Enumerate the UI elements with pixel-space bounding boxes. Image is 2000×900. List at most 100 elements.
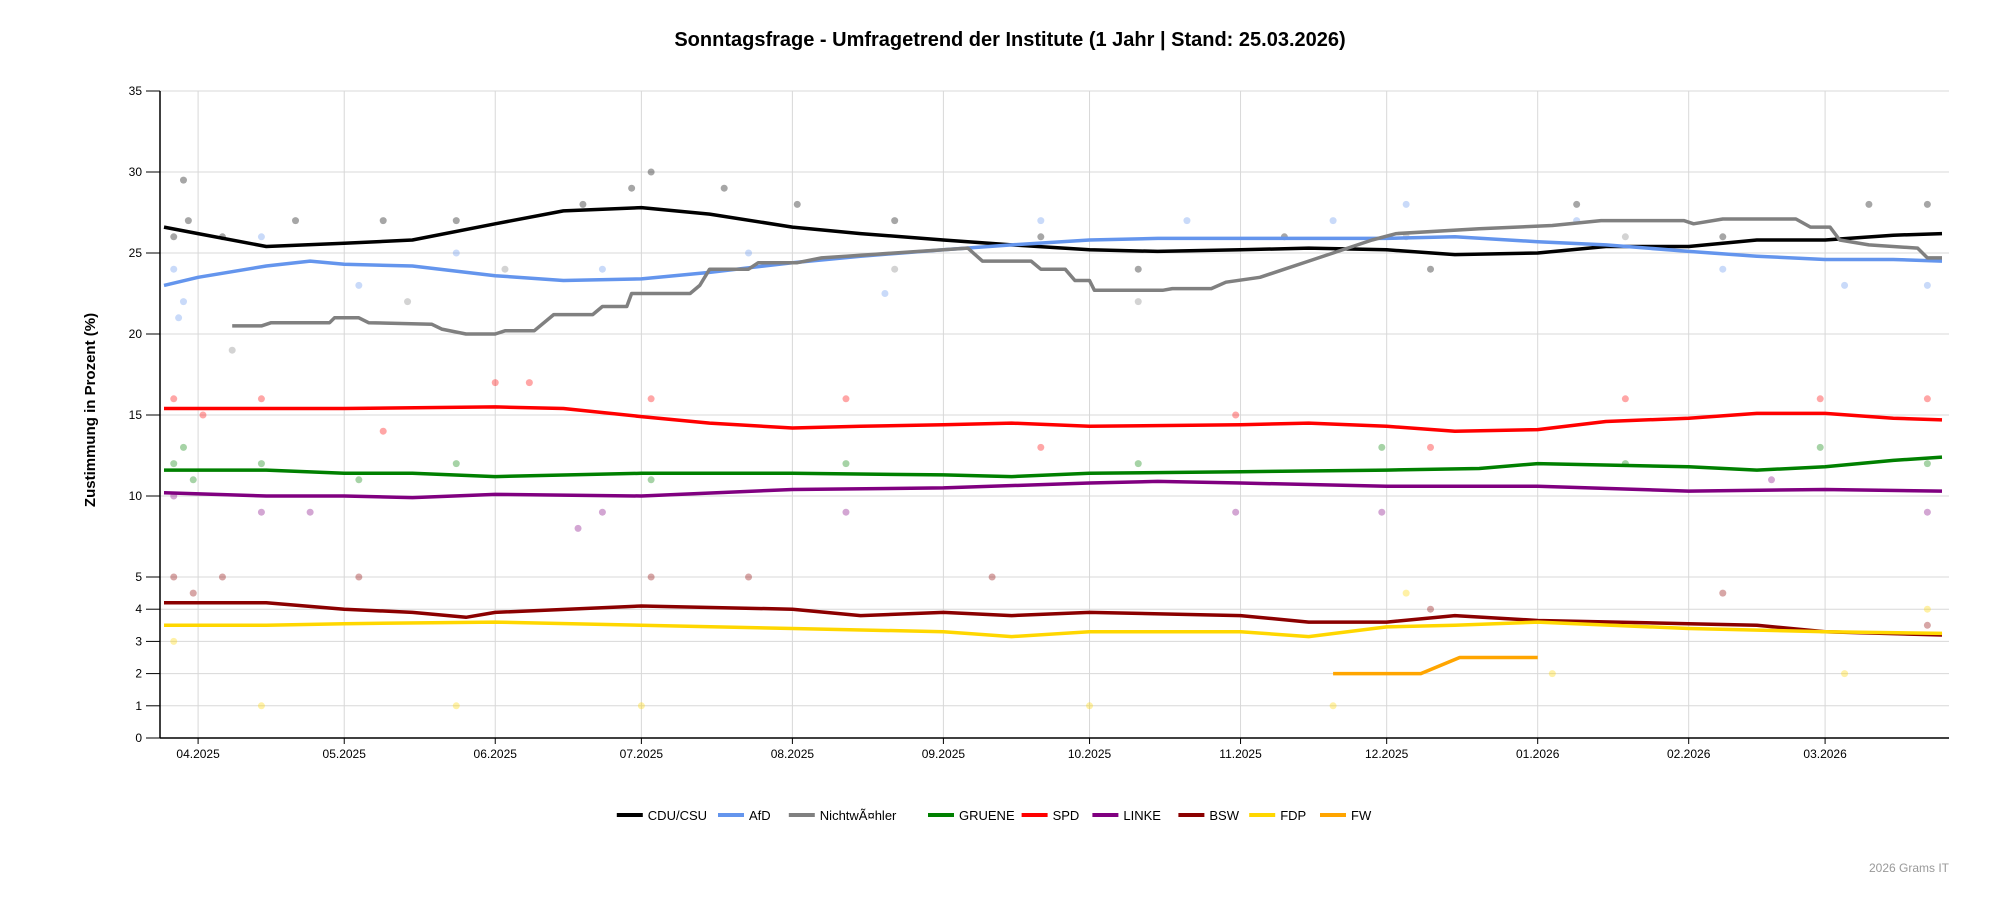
poll-dot	[1923, 281, 1931, 289]
poll-dot	[1923, 460, 1931, 468]
poll-dot	[170, 233, 178, 241]
poll-dot	[647, 168, 655, 176]
poll-dot	[501, 265, 509, 273]
poll-dot	[598, 508, 606, 516]
poll-dot	[1573, 200, 1581, 208]
poll-dot	[179, 298, 187, 306]
poll-dot	[628, 184, 636, 192]
poll-dot	[1183, 217, 1191, 225]
poll-dot	[379, 217, 387, 225]
x-tick-label: 03.2026	[1803, 747, 1847, 761]
poll-dot	[228, 346, 236, 354]
trend-lines	[163, 205, 1943, 676]
poll-dot	[793, 200, 801, 208]
chart-title: Sonntagsfrage - Umfragetrend der Institu…	[674, 29, 1345, 51]
poll-dot	[647, 573, 655, 581]
poll-dot	[1719, 589, 1727, 597]
x-tick-label: 01.2026	[1516, 747, 1560, 761]
poll-dot	[598, 265, 606, 273]
trend-line	[164, 405, 1943, 433]
poll-dot	[1427, 265, 1435, 273]
poll-dot	[647, 395, 655, 403]
legend-label: GRUENE	[959, 808, 1015, 823]
footer-credit: 2026 Grams IT	[1869, 861, 1950, 875]
poll-dot	[179, 176, 187, 184]
poll-dot	[170, 395, 178, 403]
poll-dot	[292, 217, 300, 225]
x-tick-label: 06.2025	[474, 747, 518, 761]
poll-dot	[579, 200, 587, 208]
poll-dot	[1378, 443, 1386, 451]
poll-dot	[452, 702, 460, 710]
poll-dot	[175, 314, 183, 322]
poll-dot	[1841, 670, 1849, 678]
legend-label: LINKE	[1123, 808, 1161, 823]
poll-dot	[1402, 200, 1410, 208]
poll-dot	[1816, 395, 1824, 403]
y-tick-label: 1	[135, 699, 142, 713]
x-tick-label: 07.2025	[620, 747, 664, 761]
poll-dot	[170, 460, 178, 468]
legend: CDU/CSU AfD NichtwÃ¤hler GRUENE SPD LINKE BSW F…	[616, 808, 1372, 823]
poll-dot	[745, 249, 753, 257]
poll-dot	[1329, 702, 1337, 710]
poll-dots	[170, 168, 1931, 710]
legend-label: NichtwÃ¤hler	[820, 808, 897, 823]
poll-dot	[881, 290, 889, 297]
poll-dot	[842, 395, 850, 403]
poll-dot	[257, 233, 265, 241]
poll-dot	[647, 476, 655, 484]
poll-dot	[199, 411, 207, 419]
poll-dot	[745, 573, 753, 581]
poll-dot	[189, 476, 197, 484]
poll-dot	[355, 281, 363, 289]
poll-dot	[988, 573, 996, 581]
trend-line	[163, 235, 1943, 288]
poll-dot	[720, 184, 728, 192]
poll-dot	[355, 476, 363, 484]
poll-dot	[355, 573, 363, 581]
poll-dot	[189, 589, 197, 597]
poll-dot	[491, 379, 499, 387]
y-tick-label: 2	[135, 667, 142, 681]
poll-dot	[179, 443, 187, 451]
trend-line	[1333, 655, 1538, 676]
poll-dot	[1232, 411, 1240, 419]
poll-dot	[218, 573, 226, 581]
poll-dot	[1841, 281, 1849, 289]
poll-dot	[257, 460, 265, 468]
poll-dot	[452, 249, 460, 257]
poll-dot	[1402, 589, 1410, 597]
legend-label: FW	[1351, 808, 1372, 823]
poll-dot	[891, 265, 899, 273]
poll-dot	[842, 508, 850, 516]
y-tick-label: 20	[129, 327, 143, 341]
poll-dot	[170, 573, 178, 581]
poll-dot	[257, 395, 265, 403]
poll-dot	[306, 508, 314, 516]
trend-line	[164, 455, 1943, 479]
x-tick-label: 10.2025	[1068, 747, 1112, 761]
poll-dot	[257, 508, 265, 516]
y-tick-label: 5	[135, 570, 142, 584]
poll-dot	[404, 298, 412, 306]
poll-dot	[1923, 508, 1931, 516]
poll-dot	[1427, 605, 1435, 613]
y-tick-label: 25	[129, 246, 143, 260]
trend-line	[164, 601, 1943, 637]
legend-label: BSW	[1209, 808, 1239, 823]
poll-dot	[257, 702, 265, 710]
poll-dot	[1865, 200, 1873, 208]
y-tick-label: 0	[135, 731, 142, 745]
poll-dot	[1037, 443, 1045, 451]
poll-dot	[1621, 233, 1629, 241]
poll-dot	[170, 637, 178, 645]
y-tick-label: 15	[129, 408, 143, 422]
poll-dot	[891, 217, 899, 225]
grid	[160, 90, 1949, 739]
poll-dot	[452, 217, 460, 225]
poll-dot	[1621, 395, 1629, 403]
poll-dot	[1548, 670, 1556, 678]
